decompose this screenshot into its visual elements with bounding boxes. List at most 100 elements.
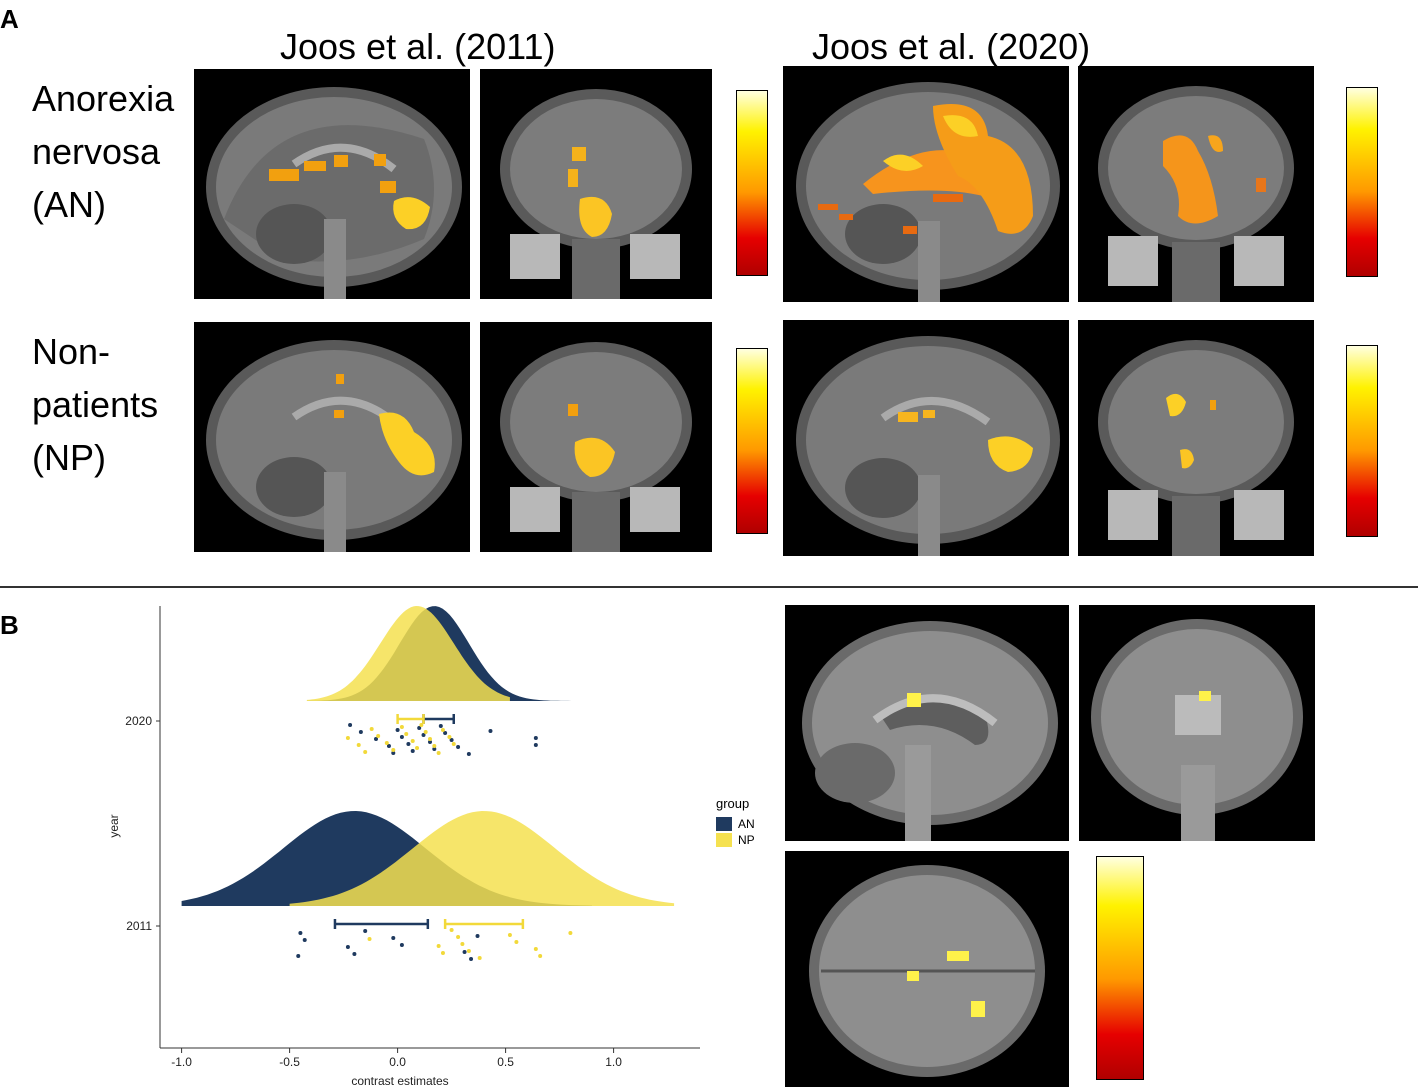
row-label-np: Non- patients (NP) — [32, 325, 158, 484]
point-np-2011 — [507, 933, 512, 937]
point-np-2020 — [363, 750, 368, 754]
point-an-2011 — [462, 950, 467, 954]
legend-label-an: AN — [738, 817, 755, 831]
point-an-2020 — [449, 738, 454, 742]
row-label-an: Anorexia nervosa (AN) — [32, 72, 174, 231]
colorbar-np-2011-gradient — [736, 348, 768, 534]
raincloud-plot: 2020 2011 contrast estimates year -1.0 -0.… — [107, 606, 700, 1088]
point-an-2020 — [432, 747, 437, 751]
point-np-2020 — [428, 737, 432, 741]
legend-label-np: NP — [738, 833, 755, 847]
study-title-2020: Joos et al. (2020) — [812, 26, 1091, 67]
point-np-2011 — [538, 954, 543, 958]
point-np-2020 — [356, 743, 361, 747]
x-axis-label: contrast estimates — [351, 1074, 448, 1088]
point-np-2020 — [376, 734, 381, 738]
point-an-2020 — [456, 745, 461, 749]
row-label-np-line2: patients — [32, 384, 159, 425]
point-np-2020 — [415, 746, 420, 750]
point-an-2011 — [345, 945, 350, 949]
brain-axial-overlap — [785, 851, 1069, 1087]
brain-coronal-overlap — [1079, 605, 1315, 841]
x-tick-label: 0.0 — [389, 1055, 406, 1069]
point-np-2020 — [410, 739, 415, 743]
colorbar-an-2020-gradient — [1346, 87, 1378, 277]
point-np-2020 — [345, 736, 350, 740]
point-an-2020 — [443, 731, 448, 735]
colorbar-np-2020-gradient — [1346, 345, 1378, 537]
point-an-2020 — [348, 723, 353, 727]
point-np-2020 — [447, 735, 452, 739]
colorbar-an-2011: 01234567 — [736, 90, 816, 279]
point-an-2011 — [363, 929, 368, 933]
legend-swatch-an — [716, 817, 732, 831]
point-an-2020 — [391, 751, 396, 755]
point-np-2011 — [436, 944, 441, 948]
brain-sagittal-np-2020 — [783, 320, 1069, 556]
y-tick-label-2020: 2020 — [125, 714, 152, 728]
point-np-2011 — [440, 951, 445, 955]
legend: group AN NP — [716, 796, 755, 847]
x-tick-label: -0.5 — [279, 1055, 300, 1069]
point-np-2011 — [456, 935, 461, 939]
brain-coronal-an-2011 — [480, 69, 712, 299]
point-np-2020 — [384, 741, 389, 745]
colorbar-overlap: 00.511.522.533.54 — [1096, 856, 1176, 1083]
point-an-2011 — [469, 957, 474, 961]
point-an-2020 — [488, 729, 493, 733]
colorbar-overlap-gradient — [1096, 856, 1144, 1080]
point-an-2020 — [417, 726, 422, 730]
density-np-2011 — [289, 811, 675, 906]
point-np-2020 — [451, 742, 456, 746]
point-an-2011 — [352, 952, 357, 956]
study-title-2011: Joos et al. (2011) — [280, 26, 556, 67]
y-tick-label-2011: 2011 — [126, 919, 152, 933]
point-an-2020 — [466, 752, 471, 756]
panel-b-letter: B — [0, 610, 19, 640]
x-tick-label: 0.5 — [497, 1055, 514, 1069]
point-an-2020 — [374, 737, 378, 741]
row-label-an-line1: Anorexia — [32, 78, 175, 119]
point-an-2011 — [302, 938, 307, 942]
brain-sagittal-an-2011 — [194, 69, 470, 299]
point-an-2020 — [358, 730, 363, 734]
point-an-2020 — [386, 744, 391, 748]
point-np-2011 — [514, 940, 519, 944]
brain-coronal-np-2020 — [1078, 320, 1314, 556]
density-np-2020 — [306, 606, 510, 701]
point-an-2020 — [533, 736, 538, 740]
legend-swatch-np — [716, 833, 732, 847]
legend-item-np: NP — [716, 833, 755, 847]
point-np-2011 — [533, 947, 538, 951]
point-np-2020 — [369, 727, 374, 731]
y-axis-label: year — [107, 814, 121, 837]
panel-divider — [0, 586, 1418, 588]
point-np-2020 — [419, 723, 424, 727]
row-label-np-line1: Non- — [32, 331, 111, 372]
point-np-2020 — [391, 748, 396, 752]
row-label-an-line3: (AN) — [32, 184, 106, 225]
point-np-2011 — [568, 931, 573, 935]
row-label-np-line3: (NP) — [32, 437, 106, 478]
point-np-2020 — [399, 725, 404, 729]
point-np-2011 — [367, 937, 372, 941]
point-an-2011 — [475, 934, 480, 938]
brain-coronal-an-2020 — [1078, 66, 1314, 302]
legend-title: group — [716, 796, 750, 811]
brain-sagittal-overlap — [785, 605, 1069, 841]
point-an-2020 — [410, 749, 415, 753]
point-an-2020 — [428, 740, 432, 744]
point-an-2020 — [421, 733, 426, 737]
point-an-2020 — [399, 735, 404, 739]
point-an-2011 — [391, 936, 396, 940]
brain-sagittal-an-2020 — [783, 66, 1069, 302]
point-np-2011 — [449, 928, 454, 932]
point-an-2011 — [399, 943, 404, 947]
brain-sagittal-np-2011 — [194, 322, 470, 552]
point-np-2011 — [460, 942, 465, 946]
legend-item-an: AN — [716, 817, 755, 831]
point-np-2011 — [477, 956, 482, 960]
colorbar-an-2020: 012345678 — [1346, 87, 1418, 280]
point-an-2020 — [406, 742, 411, 746]
density-an-2011 — [181, 811, 592, 906]
